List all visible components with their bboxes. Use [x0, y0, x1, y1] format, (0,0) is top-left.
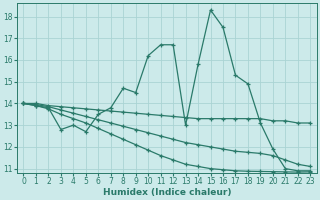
X-axis label: Humidex (Indice chaleur): Humidex (Indice chaleur) — [103, 188, 231, 197]
